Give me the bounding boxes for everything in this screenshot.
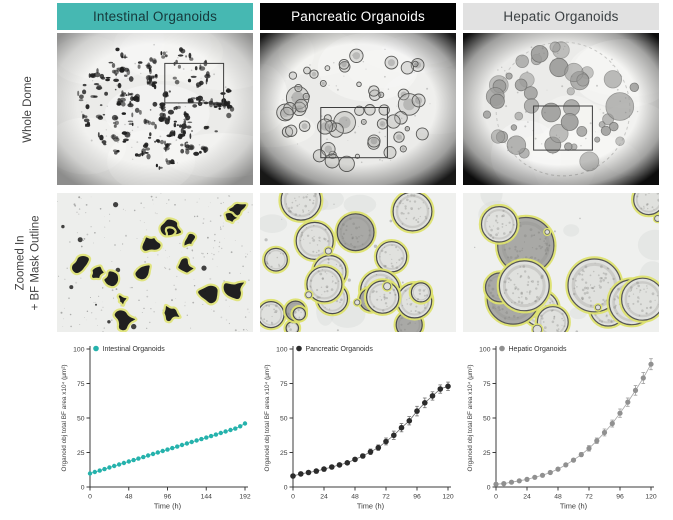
legend-label: Hepatic Organoids: [509, 346, 567, 353]
svg-text:48: 48: [554, 494, 562, 501]
row-label-line: Zoomed In: [14, 235, 27, 290]
svg-text:144: 144: [201, 494, 213, 501]
svg-text:0: 0: [291, 494, 295, 501]
svg-text:50: 50: [280, 415, 288, 422]
intestinal-zoomed-mask-svg: [57, 193, 253, 332]
row-label-zoomed-in: Zoomed In + BF Mask Outline: [0, 193, 56, 332]
svg-text:72: 72: [585, 494, 593, 501]
intestinal-zoomed-mask-image: [57, 193, 253, 332]
legend-marker: [499, 345, 505, 352]
svg-text:192: 192: [239, 494, 251, 501]
pancreatic-zoomed-mask-image: [260, 193, 456, 332]
inset-region-box: [533, 105, 593, 151]
svg-text:25: 25: [483, 450, 491, 457]
column-header-hepatic: Hepatic Organoids: [463, 3, 659, 30]
svg-text:120: 120: [645, 494, 657, 501]
pancreatic-growth-chart: 0 25 50 75 100 0 24 48 72 96 120 Time (h) Organoid o…: [260, 337, 456, 517]
hepatic-zoomed-mask-svg: [463, 193, 659, 332]
svg-text:0: 0: [88, 494, 92, 501]
intestinal-growth-chart: 0 25 50 75 100 0 48 96 144 192 Time (h) Organoid ob…: [57, 337, 253, 517]
svg-text:0: 0: [487, 484, 491, 491]
row-label-line: Whole Dome: [21, 75, 34, 143]
pancreatic-whole-dome-svg: [260, 33, 456, 185]
svg-text:25: 25: [77, 450, 85, 457]
svg-text:25: 25: [280, 450, 288, 457]
hepatic-zoomed-mask-image: [463, 193, 659, 332]
legend-marker: [93, 345, 99, 352]
svg-text:75: 75: [280, 381, 288, 388]
svg-text:100: 100: [276, 346, 288, 353]
hepatic-whole-dome-image: [463, 33, 659, 185]
hepatic-growth-chart-svg: 0 25 50 75 100 0 24 48 72 96 120 Time (h) Organoid o…: [467, 345, 657, 511]
intestinal-whole-dome-image: [57, 33, 253, 185]
pancreatic-whole-dome-image: [260, 33, 456, 185]
svg-text:Time (h): Time (h): [357, 502, 384, 511]
pancreatic-growth-chart-svg: 0 25 50 75 100 0 24 48 72 96 120 Time (h) Organoid o…: [264, 345, 454, 511]
svg-text:75: 75: [77, 381, 85, 388]
svg-text:96: 96: [164, 494, 172, 501]
row-label-line: + BF Mask Outline: [29, 215, 42, 310]
svg-text:Organoid obj total BF area x10: Organoid obj total BF area x10⁴ (μm²): [61, 365, 68, 472]
svg-text:0: 0: [284, 484, 288, 491]
svg-text:100: 100: [479, 346, 491, 353]
svg-text:72: 72: [382, 494, 390, 501]
inset-region-box: [320, 107, 388, 159]
hepatic-whole-dome-svg: [463, 33, 659, 185]
svg-text:Time (h): Time (h): [560, 502, 587, 511]
legend-marker: [296, 345, 302, 352]
svg-text:0: 0: [81, 484, 85, 491]
intestinal-whole-dome-svg: [57, 33, 253, 185]
svg-text:50: 50: [483, 415, 491, 422]
inset-region-box: [164, 62, 225, 104]
hepatic-growth-chart: 0 25 50 75 100 0 24 48 72 96 120 Time (h) Organoid o…: [463, 337, 659, 517]
svg-text:0: 0: [494, 494, 498, 501]
svg-text:24: 24: [320, 494, 328, 501]
svg-text:24: 24: [523, 494, 531, 501]
svg-text:96: 96: [616, 494, 624, 501]
pancreatic-zoomed-mask-svg: [260, 193, 456, 332]
intestinal-growth-chart-svg: 0 25 50 75 100 0 48 96 144 192 Time (h) Organoid ob…: [61, 345, 251, 511]
svg-text:48: 48: [125, 494, 133, 501]
svg-text:96: 96: [413, 494, 421, 501]
svg-text:120: 120: [442, 494, 454, 501]
legend-label: Intestinal Organoids: [103, 346, 166, 353]
svg-text:Time (h): Time (h): [154, 502, 181, 511]
column-header-pancreatic: Pancreatic Organoids: [260, 3, 456, 30]
svg-text:75: 75: [483, 381, 491, 388]
row-label-whole-dome: Whole Dome: [0, 33, 56, 185]
svg-text:48: 48: [351, 494, 359, 501]
legend-label: Pancreatic Organoids: [306, 346, 374, 353]
row-label-zoomed-in-text: Zoomed In + BF Mask Outline: [13, 215, 43, 310]
svg-text:100: 100: [73, 346, 85, 353]
svg-text:Organoid obj total BF area x10: Organoid obj total BF area x10⁴ (μm²): [264, 365, 271, 472]
svg-text:50: 50: [77, 415, 85, 422]
svg-text:Organoid obj total BF area x10: Organoid obj total BF area x10⁴ (μm²): [467, 365, 474, 472]
row-label-whole-dome-text: Whole Dome: [21, 76, 36, 142]
column-header-intestinal: Intestinal Organoids: [57, 3, 253, 30]
